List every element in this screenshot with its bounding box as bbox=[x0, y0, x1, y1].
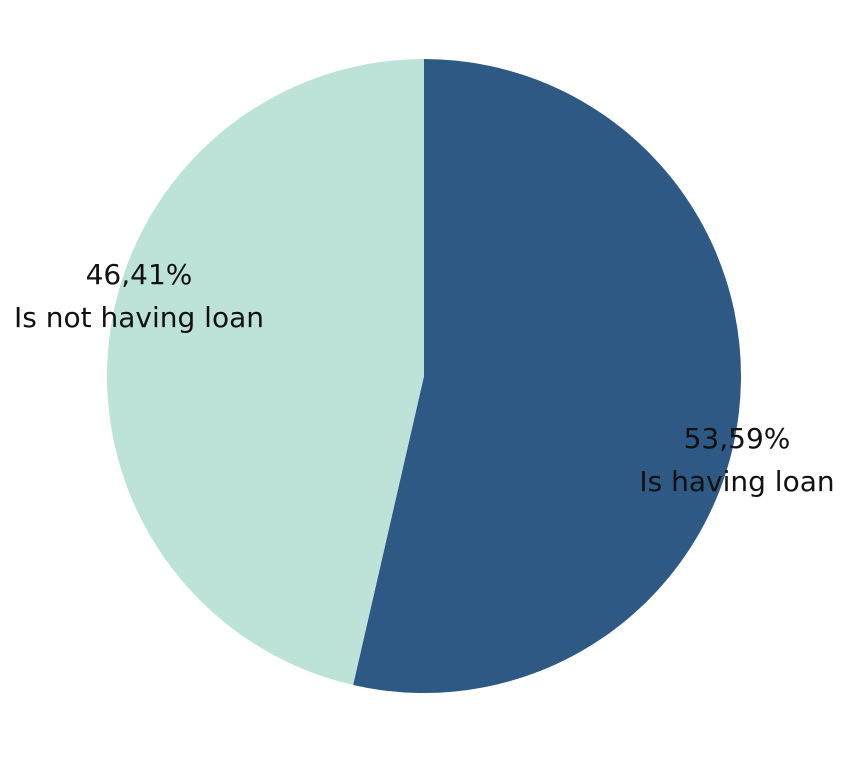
slices-layer bbox=[107, 59, 742, 693]
slice-category-label: Is having loan bbox=[639, 465, 834, 498]
labels-layer: 53,59% Is having loan 46,41% Is not having … bbox=[14, 258, 835, 498]
slice-category-label: Is not having loan bbox=[14, 301, 264, 334]
pie-slice-is-having-loan bbox=[353, 59, 742, 693]
slice-value-label: 53,59% bbox=[684, 422, 791, 455]
slice-value-label: 46,41% bbox=[86, 258, 193, 291]
pie-slice-is-not-having-loan bbox=[107, 59, 424, 685]
